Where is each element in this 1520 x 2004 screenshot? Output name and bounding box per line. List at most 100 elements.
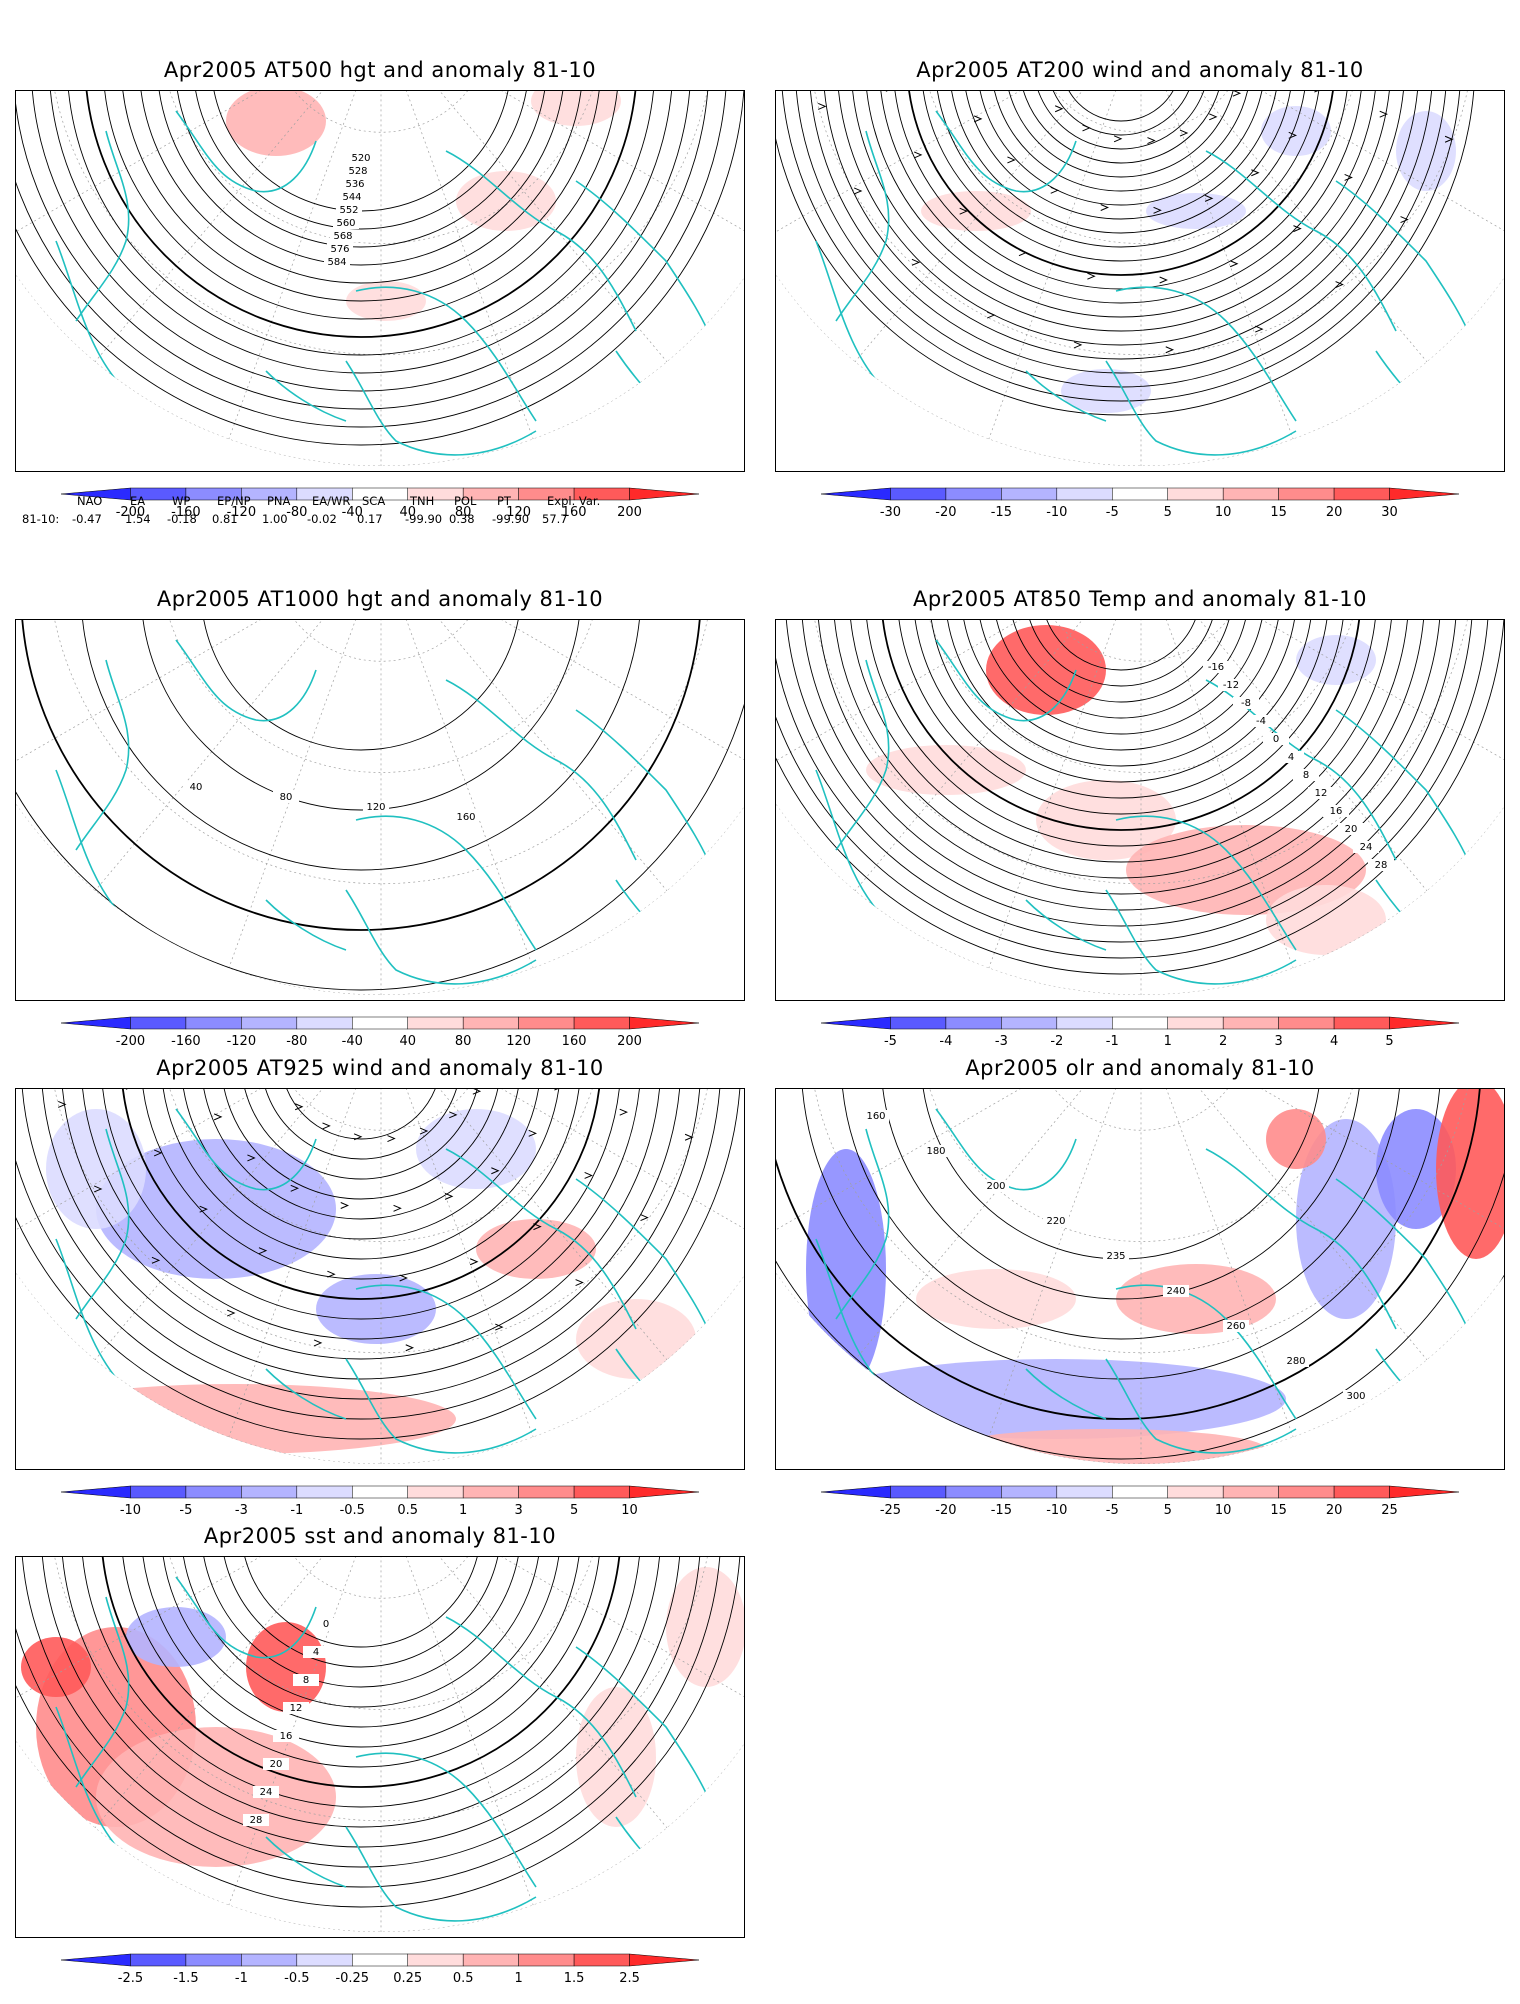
meridian xyxy=(399,91,533,439)
colorbar-tick-label: -3 xyxy=(995,1034,1008,1049)
colorbar-segment xyxy=(519,1486,574,1498)
contour-label: -12 xyxy=(1223,680,1239,691)
teleconnection-value: 57.7 xyxy=(542,512,568,526)
colorbar-segment xyxy=(946,488,1001,500)
colorbar-tick-label: 25 xyxy=(1381,1503,1398,1518)
colorbar-tick-label: -1 xyxy=(235,1971,248,1986)
contour-label: -8 xyxy=(1241,698,1251,709)
colorbar-segment xyxy=(463,1486,518,1498)
colorbar-segment xyxy=(186,1017,241,1029)
colorbar-segment xyxy=(408,1954,463,1966)
colorbar-segment xyxy=(297,1017,352,1029)
colorbar-segment xyxy=(1334,1017,1389,1029)
streamline-arrow xyxy=(323,1123,330,1129)
panel-title: Apr2005 AT925 wind and anomaly 81-10 xyxy=(15,1056,745,1080)
colorbar-tick-label: 5 xyxy=(1164,1503,1172,1518)
contour-label: 8 xyxy=(1303,770,1309,781)
panel-title: Apr2005 AT1000 hgt and anomaly 81-10 xyxy=(15,587,745,611)
colorbar-segment xyxy=(1112,488,1167,500)
colorbar-tick-label: 30 xyxy=(1381,505,1398,520)
colorbar-tick-label: -200 xyxy=(116,1034,146,1049)
anomaly-shading xyxy=(531,91,621,126)
meridian xyxy=(1194,91,1505,98)
colorbar-tick-label: -1.5 xyxy=(173,1971,198,1986)
streamline-arrow xyxy=(314,1340,321,1346)
colorbar-tick-label: 20 xyxy=(1326,505,1343,520)
streamline-arrow xyxy=(1007,157,1014,163)
colorbar-segment xyxy=(574,1486,629,1498)
colorbar-tick-label: 3 xyxy=(1274,1034,1282,1049)
colorbar-segment xyxy=(890,488,945,500)
streamline-arrow xyxy=(854,188,861,194)
contour-label: 584 xyxy=(327,257,346,268)
contour-label: 536 xyxy=(345,179,364,190)
colorbar-segment xyxy=(1057,488,1112,500)
contour-line xyxy=(16,91,745,445)
map-at925 xyxy=(15,1088,745,1470)
streamline-arrow xyxy=(585,1172,592,1178)
colorbar-tick-label: 0.5 xyxy=(397,1503,418,1518)
colorbar-arrow-left xyxy=(61,1017,130,1029)
anomaly-shading xyxy=(576,1299,696,1379)
colorbar-tick-label: -40 xyxy=(342,1034,363,1049)
streamline-arrow xyxy=(1114,136,1121,142)
streamline-arrow xyxy=(227,1310,234,1316)
contour-label: 220 xyxy=(1046,1216,1065,1227)
colorbar-tick-label: 10 xyxy=(621,1503,638,1518)
streamline-arrow xyxy=(387,1136,394,1142)
colorbar-tick-label: -120 xyxy=(227,1034,257,1049)
colorbar-segment xyxy=(1279,488,1334,500)
colorbar-segment xyxy=(1223,488,1278,500)
colorbar-tick-label: 1 xyxy=(459,1503,467,1518)
colorbar-tick-label: 1 xyxy=(514,1971,522,1986)
streamline-arrow xyxy=(818,103,825,109)
coastline xyxy=(56,241,186,471)
streamline-arrow xyxy=(1255,326,1262,332)
colorbar-tick-label: -0.5 xyxy=(340,1503,365,1518)
colorbar-tick-label: 0.25 xyxy=(393,1971,422,1986)
colorbar-segment xyxy=(574,1954,629,1966)
anomaly-shading xyxy=(826,1359,1286,1439)
coastline xyxy=(816,241,946,471)
contour-line xyxy=(81,620,641,870)
colorbar-segment xyxy=(130,1954,185,1966)
anomaly-shading xyxy=(96,1727,336,1867)
contour-label: 24 xyxy=(1360,842,1373,853)
colorbar-tick-label: -15 xyxy=(991,1503,1012,1518)
anomaly-shading xyxy=(476,1219,596,1279)
streamline-arrow xyxy=(1209,114,1216,120)
teleconnection-value: 0.17 xyxy=(357,512,383,526)
colorbar-segment xyxy=(1334,488,1389,500)
colorbar-tick-label: 2.5 xyxy=(619,1971,640,1986)
colorbar-tick-label: 120 xyxy=(506,1034,531,1049)
streamline-arrow xyxy=(1166,347,1173,353)
contour-label: 20 xyxy=(1345,824,1358,835)
colorbar-arrow-right xyxy=(630,1954,699,1966)
contour-label: 120 xyxy=(366,802,385,813)
meridian xyxy=(16,620,335,773)
panel-title: Apr2005 AT850 Temp and anomaly 81-10 xyxy=(775,587,1505,611)
colorbar-segment xyxy=(297,1954,352,1966)
contour-label: -4 xyxy=(1256,716,1266,727)
colorbar-segment xyxy=(130,1017,185,1029)
colorbar-arrow-right xyxy=(1390,1017,1459,1029)
teleconnection-header: EA/WR xyxy=(312,494,350,508)
colorbar-tick-label: -1 xyxy=(290,1503,303,1518)
contour-line xyxy=(921,1089,1321,1259)
contour-line xyxy=(21,620,701,930)
streamline-arrow xyxy=(620,1109,627,1115)
anomaly-shading xyxy=(1266,1109,1326,1169)
colorbar-segment xyxy=(574,1017,629,1029)
contour-label: 16 xyxy=(280,1731,293,1742)
colorbar-tick-label: -80 xyxy=(286,1034,307,1049)
panel-at200: Apr2005 AT200 wind and anomaly 81-10 -30… xyxy=(775,58,1505,538)
contour-label: 568 xyxy=(333,231,352,242)
colorbar-arrow-right xyxy=(1390,488,1459,500)
streamline-arrow xyxy=(576,1280,583,1286)
colorbar-tick-label: 15 xyxy=(1270,505,1287,520)
